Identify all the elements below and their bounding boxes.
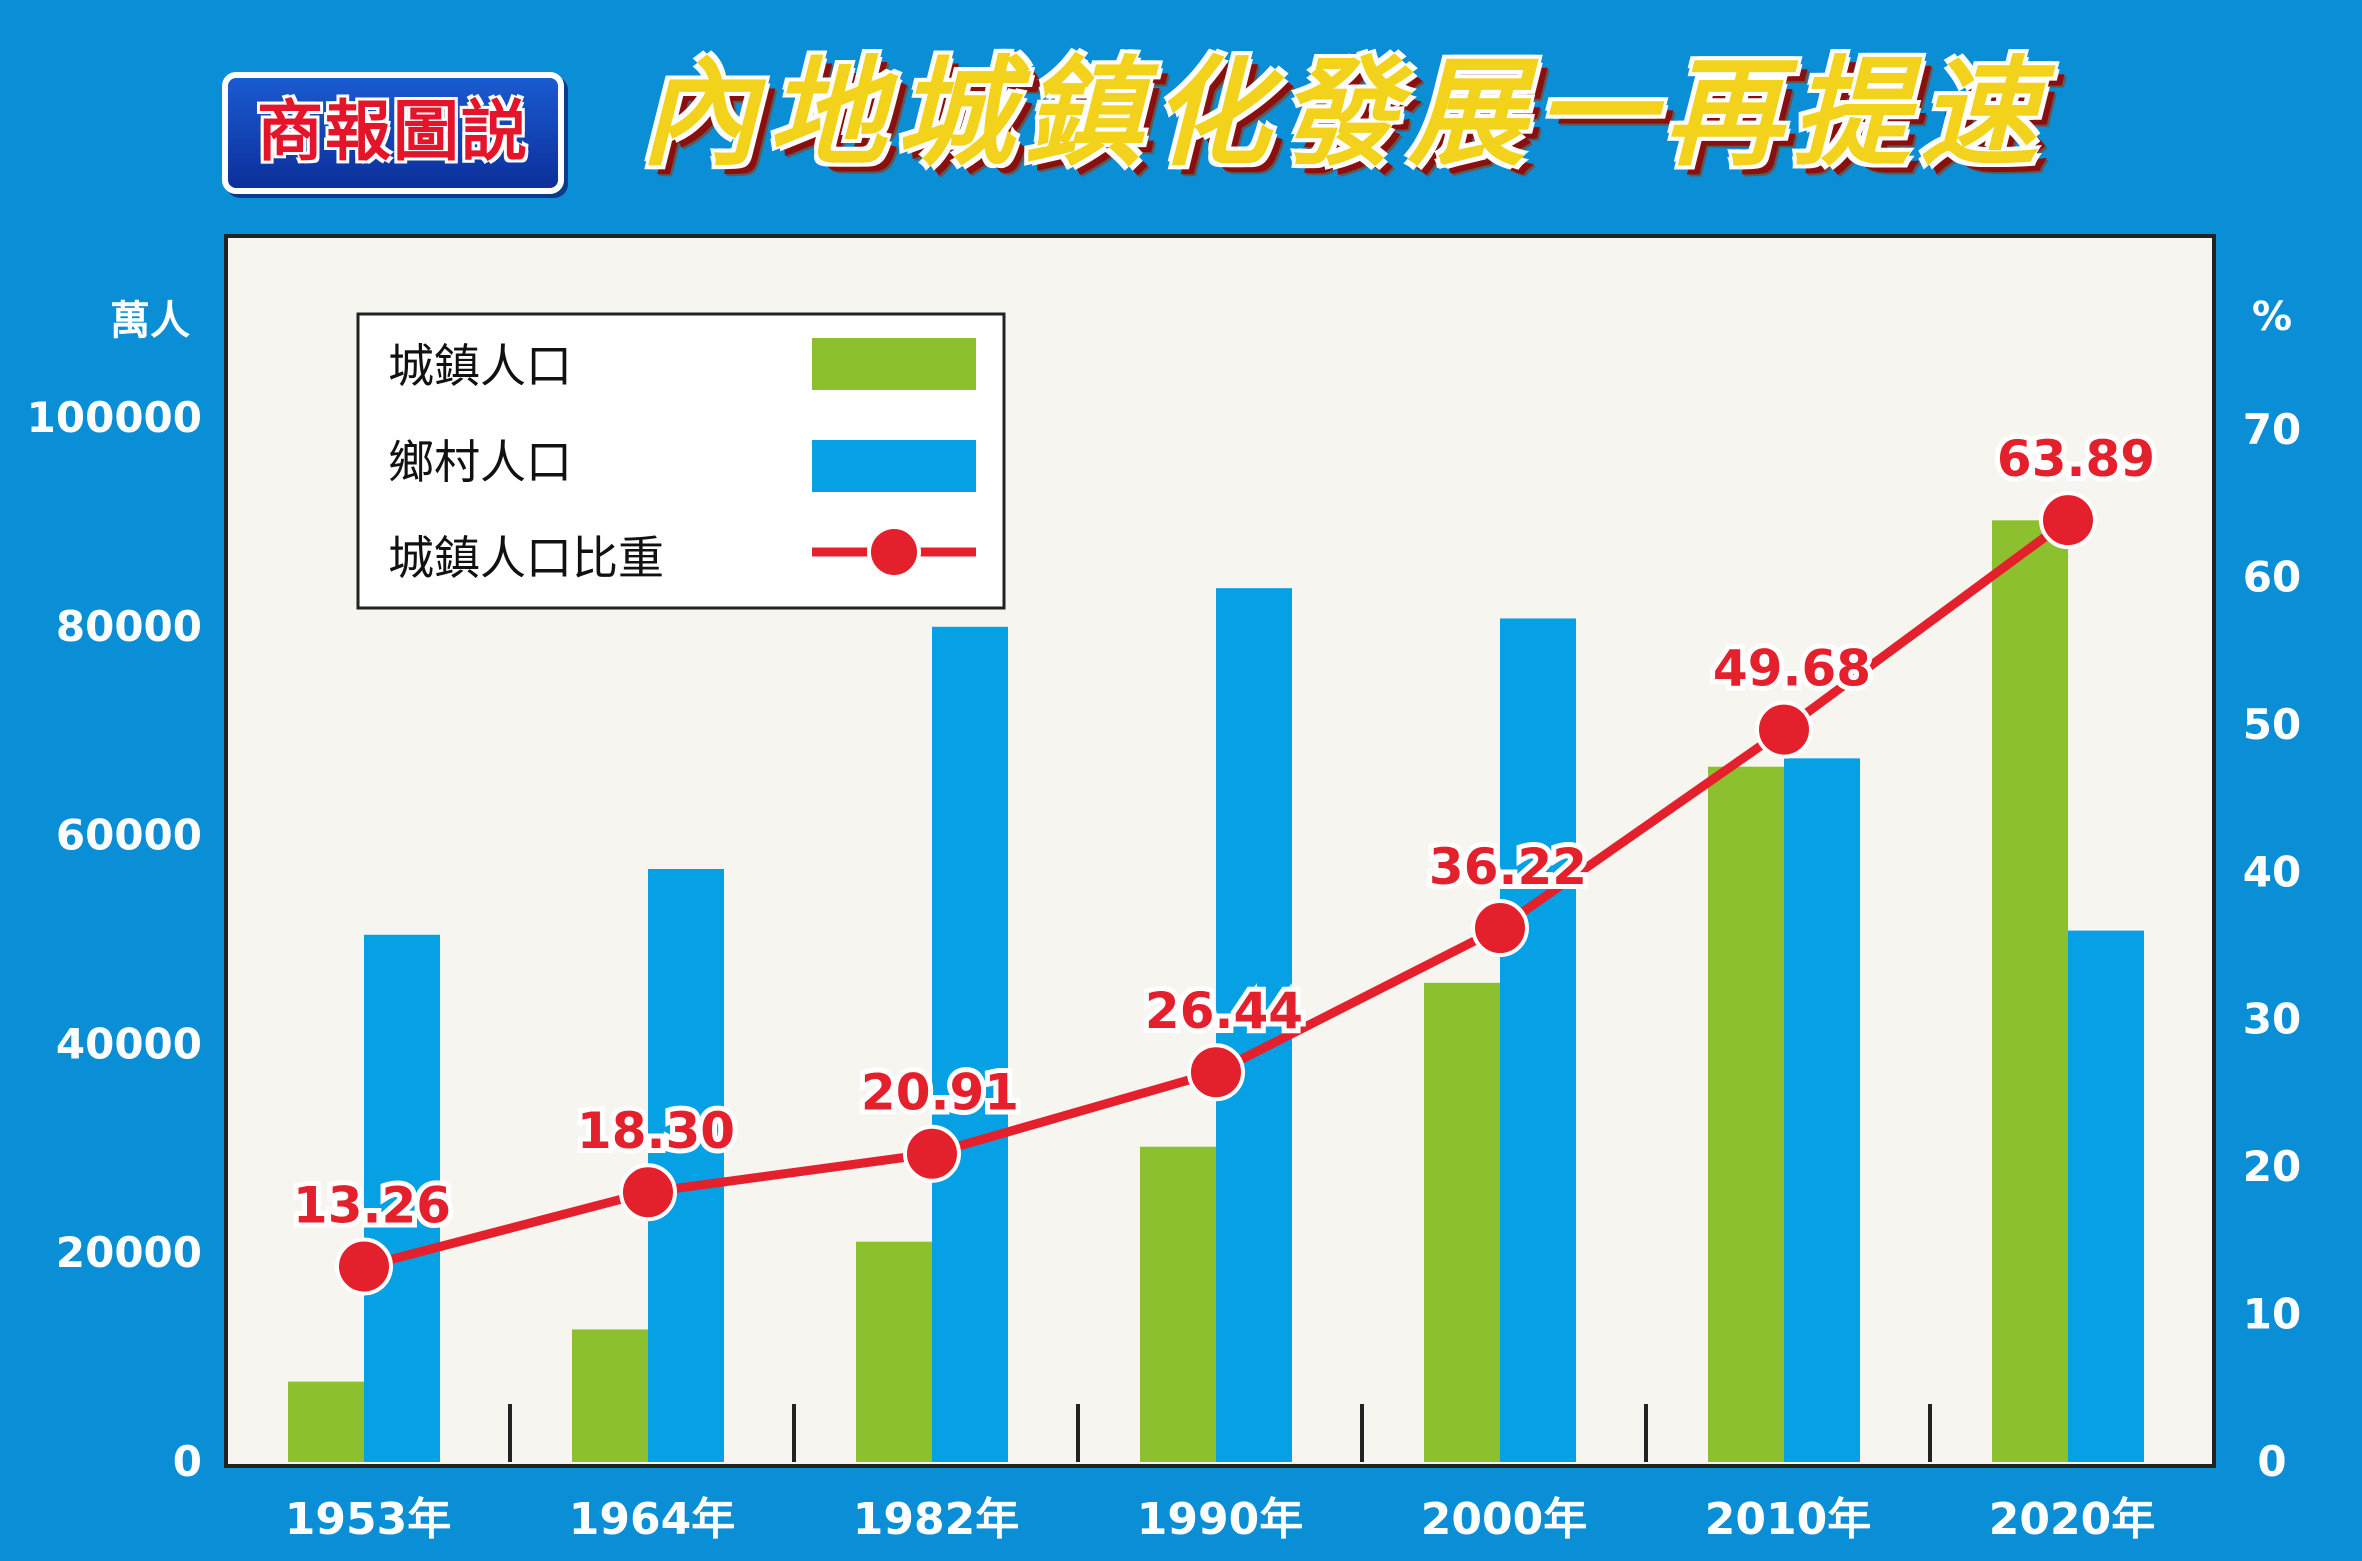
x-tick-label: 2010年: [1705, 1494, 1871, 1545]
axes-group: 1953年 1964年 1982年 1990年 2000年 2010年 2020年 0 2000…: [27, 393, 2302, 1545]
bar-rural: [364, 934, 440, 1462]
bar-urban: [856, 1241, 932, 1462]
x-tick-label: 1990年: [1137, 1494, 1303, 1545]
legend-label-urban: 城鎮人口: [388, 339, 572, 393]
legend-swatch-rural: [812, 440, 976, 492]
bar-group: [288, 520, 2144, 1462]
ratio-marker: [1187, 1043, 1245, 1102]
y-left-tick-label: 60000: [56, 811, 202, 860]
x-tick-label: 1964年: [569, 1494, 735, 1545]
bar-urban: [1992, 520, 2068, 1462]
header: 商報圖説 內地城鎮化發展一再提速: [0, 0, 2362, 230]
bar-rural: [1216, 588, 1292, 1462]
ratio-data-label: 26.44: [1145, 982, 1303, 1040]
page-title: 內地城鎮化發展一再提速: [640, 44, 2049, 182]
bar-rural: [2068, 930, 2144, 1462]
y-right-tick-label: 70: [2243, 405, 2301, 454]
bar-rural: [648, 869, 724, 1462]
y-left-tick-label: 20000: [56, 1228, 202, 1277]
ratio-marker: [1755, 700, 1813, 759]
legend-swatch-urban: [812, 338, 976, 390]
left-axis-unit: 萬人: [110, 298, 190, 344]
ratio-marker: [903, 1124, 961, 1183]
bar-rural: [1500, 618, 1576, 1462]
ratio-marker: [2039, 491, 2097, 550]
legend-label-ratio: 城鎮人口比重: [388, 531, 664, 585]
legend-swatch-ratio-marker: [867, 525, 921, 579]
y-right-tick-label: 40: [2243, 847, 2301, 896]
ratio-marker: [1471, 899, 1529, 958]
y-right-tick-label: 50: [2243, 700, 2301, 749]
bar-urban: [1708, 766, 1784, 1462]
legend-label-rural: 鄉村人口: [388, 435, 572, 489]
y-right-tick-label: 0: [2257, 1437, 2286, 1486]
bar-urban: [1424, 982, 1500, 1462]
y-right-tick-label: 30: [2243, 995, 2301, 1044]
ratio-data-label: 49.68: [1713, 640, 1871, 698]
y-right-tick-label: 60: [2243, 552, 2301, 601]
ratio-data-label: 18.30: [577, 1102, 735, 1160]
ratio-data-label: 63.89: [1997, 430, 2155, 488]
y-right-tick-label: 10: [2243, 1290, 2301, 1339]
bar-urban: [1140, 1146, 1216, 1462]
x-tick-label: 2020年: [1989, 1494, 2155, 1545]
right-axis-unit: %: [2252, 294, 2292, 340]
y-right-tick-label: 20: [2243, 1142, 2301, 1191]
ratio-line-group: 13.26 18.30 20.91 26.44 36.22 49.68 63.89: [288, 425, 2160, 1296]
x-tick-label: 1982年: [853, 1494, 1019, 1545]
bar-rural: [932, 626, 1008, 1462]
legend: 城鎮人口 鄉村人口 城鎮人口比重: [356, 312, 1006, 610]
ratio-marker: [335, 1237, 393, 1296]
ratio-marker: [619, 1163, 677, 1222]
x-tick-label: 1953年: [285, 1494, 451, 1545]
bar-urban: [572, 1329, 648, 1462]
y-left-tick-label: 0: [173, 1437, 202, 1486]
y-left-tick-label: 40000: [56, 1019, 202, 1068]
y-left-tick-label: 80000: [56, 602, 202, 651]
brand-badge: 商報圖説: [222, 72, 564, 194]
bar-urban: [288, 1381, 364, 1462]
ratio-data-label: 20.91: [861, 1064, 1019, 1122]
bar-rural: [1784, 758, 1860, 1462]
y-left-tick-label: 100000: [27, 393, 202, 442]
ratio-data-label: 36.22: [1429, 838, 1587, 896]
ratio-data-label: 13.26: [293, 1177, 451, 1235]
x-tick-label: 2000年: [1421, 1494, 1587, 1545]
